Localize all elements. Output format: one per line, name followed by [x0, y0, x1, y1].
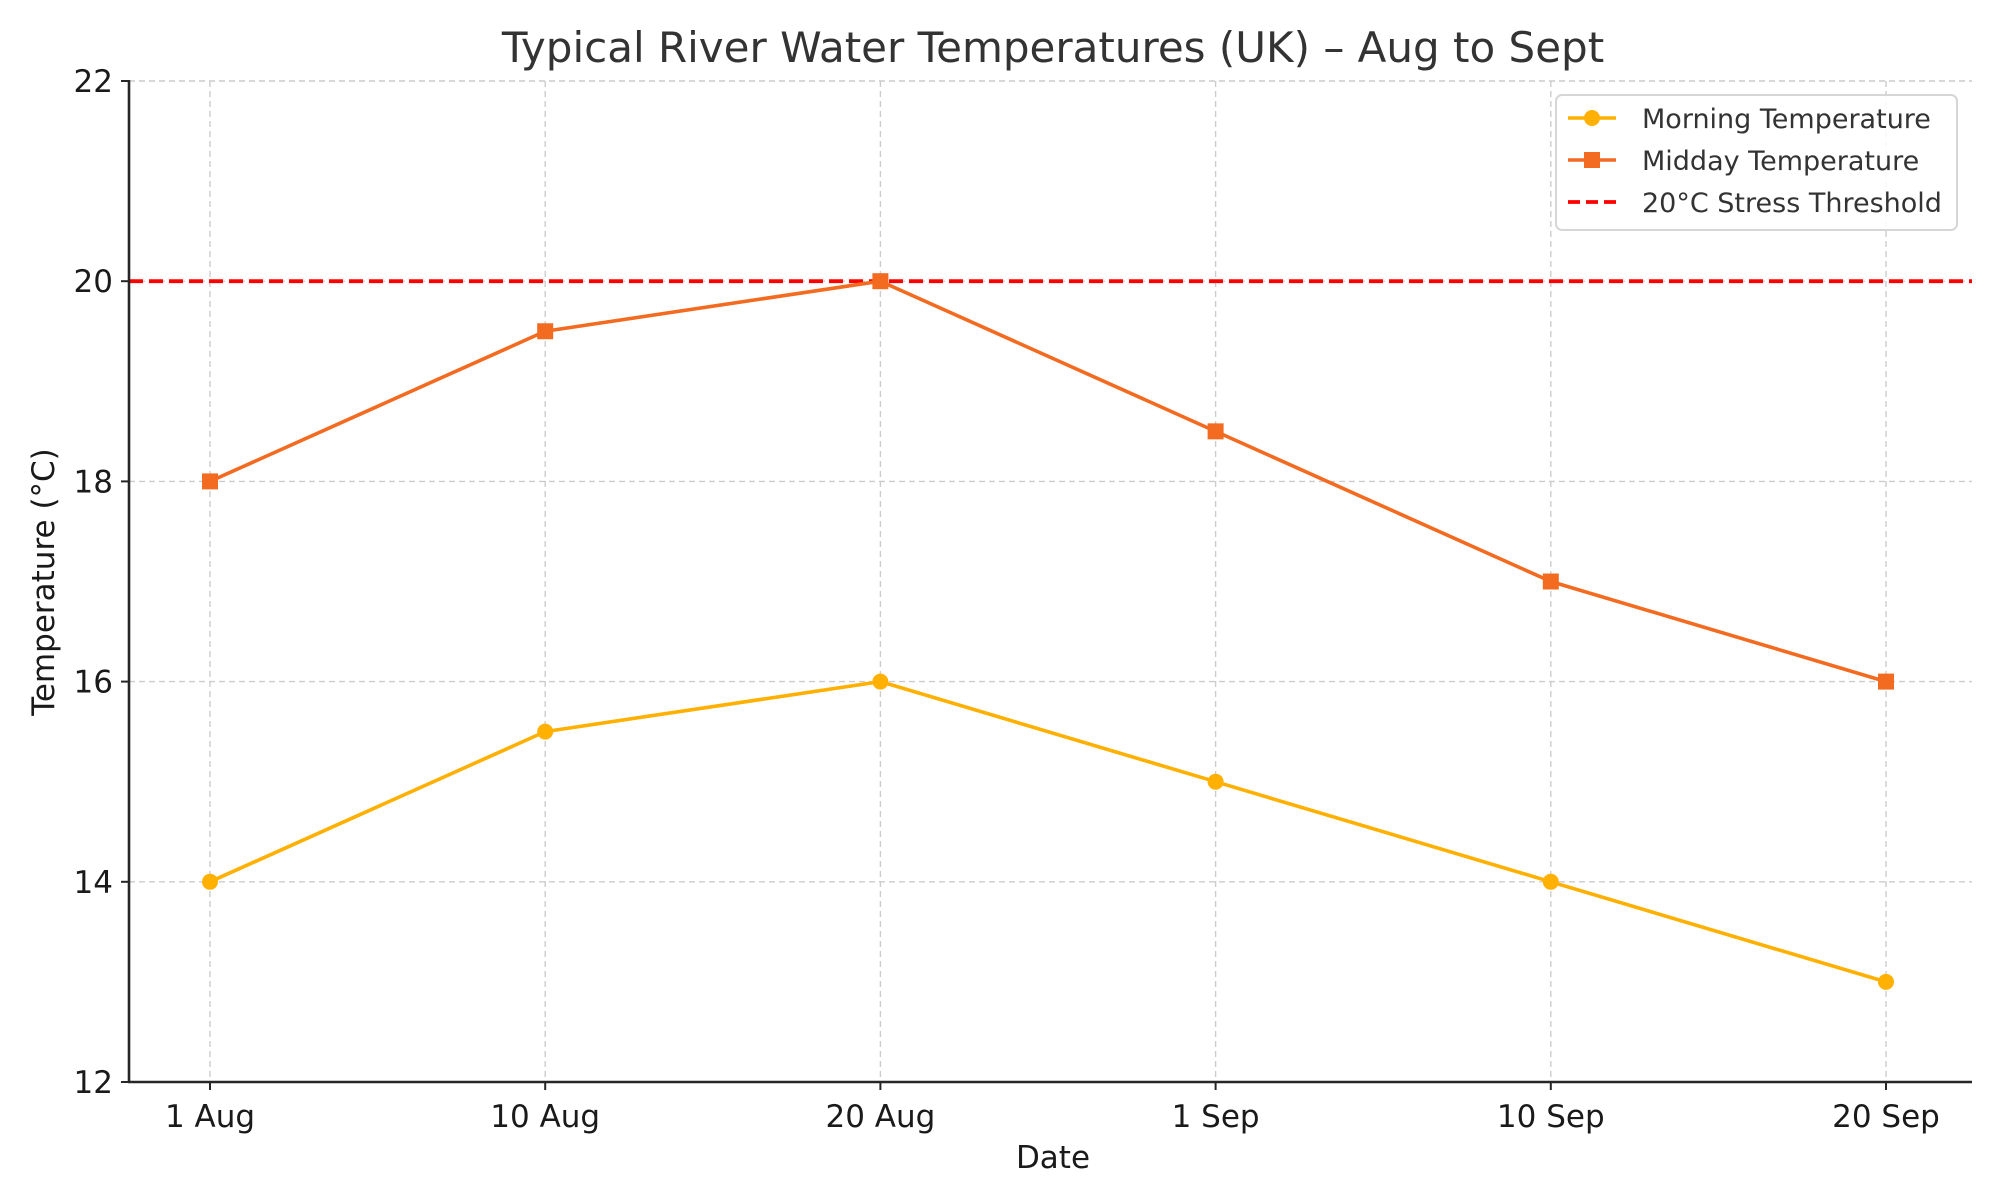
y-axis-label: Temperature (°C): [26, 448, 62, 717]
legend-marker-square: [1584, 152, 1600, 168]
data-point-square: [872, 273, 889, 290]
data-point-circle: [202, 873, 218, 890]
series-midday-temperature: [202, 273, 1894, 690]
chart-title: Typical River Water Temperatures (UK) – …: [501, 23, 1604, 72]
legend-label: Midday Temperature: [1642, 146, 1919, 177]
grid: [129, 80, 1972, 1083]
legend-item: Midday Temperature: [1568, 146, 1919, 177]
data-point-square: [202, 473, 218, 490]
y-tick-label: 18: [74, 464, 113, 500]
data-point-circle: [1542, 873, 1559, 890]
axes: [127, 80, 1972, 1084]
y-tick-label: 22: [74, 64, 113, 100]
legend-box: [1555, 94, 1958, 231]
y-tick-label: 12: [74, 1065, 113, 1101]
x-tick-label: 1 Aug: [165, 1099, 255, 1135]
series-morning-temperature: [202, 673, 1894, 990]
x-tick-label: 10 Sep: [1497, 1099, 1605, 1135]
y-tick-label: 20: [74, 264, 113, 300]
series-group: [202, 273, 1894, 990]
y-ticks: 12 14 16 18 20 22: [74, 64, 129, 1101]
data-point-circle: [1878, 973, 1894, 990]
data-point-square: [1878, 673, 1894, 690]
y-tick-label: 16: [74, 665, 113, 701]
x-ticks: 1 Aug 10 Aug 20 Aug 1 Sep 10 Sep 20 Sep: [165, 1082, 1940, 1135]
data-point-square: [1207, 423, 1224, 440]
data-point-circle: [537, 723, 554, 740]
data-point-circle: [1207, 773, 1224, 790]
series-line: [209, 679, 1887, 984]
legend-item: Morning Temperature: [1568, 104, 1931, 135]
x-tick-label: 20 Sep: [1832, 1099, 1940, 1135]
data-point-circle: [872, 673, 889, 690]
legend: Morning Temperature Midday Temperature 20°…: [1555, 94, 1958, 231]
data-point-square: [1542, 573, 1559, 590]
legend-item: 20°C Stress Threshold: [1568, 188, 1942, 219]
data-point-square: [537, 323, 554, 340]
x-tick-label: 20 Aug: [825, 1099, 935, 1135]
legend-label: Morning Temperature: [1642, 104, 1931, 135]
x-tick-label: 1 Sep: [1172, 1099, 1260, 1135]
legend-label: 20°C Stress Threshold: [1642, 188, 1942, 219]
series-line: [209, 279, 1887, 684]
legend-marker-circle: [1584, 110, 1600, 126]
x-tick-label: 10 Aug: [490, 1099, 600, 1135]
y-tick-label: 14: [74, 865, 113, 901]
x-axis-label: Date: [1016, 1140, 1090, 1176]
